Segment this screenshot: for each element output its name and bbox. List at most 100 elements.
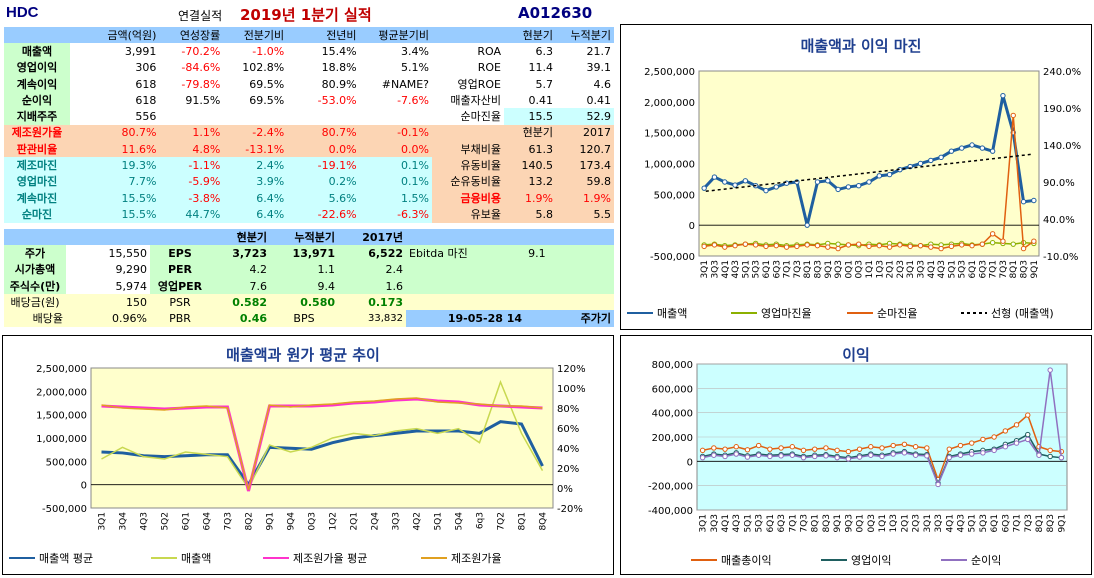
data-point <box>980 436 986 443</box>
table-row: ROE 11.4 39.1 <box>432 59 614 76</box>
data-point <box>856 446 863 452</box>
data-point <box>773 184 779 190</box>
y2-tick-label: -10.0% <box>1043 252 1078 263</box>
table-row: 주가 15,550 EPS 3,723 13,971 6,522 Ebitda 마… <box>4 245 614 262</box>
x-tick-label: 6Q1 <box>968 260 978 279</box>
table-row: 매출액 3,991 -70.2% -1.0% 15.4% 3.4% <box>4 43 432 60</box>
data-point <box>866 179 872 185</box>
data-point <box>814 242 821 249</box>
x-tick-label: 4Q3 <box>732 514 742 533</box>
data-point <box>946 454 952 461</box>
data-point <box>812 446 818 452</box>
y-tick-label: 400,000 <box>652 409 693 420</box>
data-point <box>699 447 706 454</box>
legend-label: 순마진율 <box>877 307 917 320</box>
x-tick-label: 6Q1 <box>762 260 772 279</box>
y2-tick-label: 190.0% <box>1043 104 1081 115</box>
y2-tick-label: 40% <box>557 444 579 455</box>
x-tick-label: 0Q3 <box>308 512 318 531</box>
table-row: 매출자산비 0.41 0.41 <box>432 92 614 109</box>
plot-area <box>698 70 1040 257</box>
y-tick-label: -500,000 <box>650 252 695 263</box>
x-tick-label: 8Q2 <box>245 512 255 531</box>
x-tick-label: 4Q3 <box>937 260 947 279</box>
data-point <box>1025 431 1031 438</box>
data-point <box>866 243 872 250</box>
data-point <box>789 444 796 450</box>
data-point <box>835 245 841 252</box>
chart-panel-cost: 매출액과 원가 평균 추이 2,500,000 2,000,000 1,500,000… <box>2 335 614 575</box>
plot-area <box>90 367 554 509</box>
data-point <box>767 446 773 452</box>
report-header: HDC 연결실적 2019년 1분기 실적 A012630 <box>0 0 620 26</box>
data-point <box>938 245 944 252</box>
x-tick-label: 5Q2 <box>161 512 171 531</box>
data-point <box>800 454 807 461</box>
table-row: 유보율 5.8 5.5 <box>432 206 614 223</box>
sort-button[interactable]: 주가기 <box>559 310 614 327</box>
x-tick-label: 4Q3 <box>140 512 150 531</box>
x-tick-label: 7Q3 <box>999 260 1009 279</box>
y-tick-label: 2,000,000 <box>644 98 695 109</box>
col-header <box>4 27 70 44</box>
y-tick-label: 1,500,000 <box>36 411 87 422</box>
data-point <box>969 142 975 148</box>
series-line-3 <box>705 153 1033 192</box>
ticker-name: HDC <box>6 4 39 21</box>
x-tick-label: 8Q1 <box>811 514 821 533</box>
data-point <box>701 185 707 191</box>
x-tick-label: 6Q3 <box>1001 514 1011 533</box>
y2-tick-label: 80% <box>557 404 579 415</box>
legend-label: 매출액 평균 <box>39 552 93 565</box>
x-tick-label: 6q3 <box>476 512 486 529</box>
x-tick-label: 8Q1 <box>1035 514 1045 533</box>
x-tick-label: 9Q1 <box>1057 514 1067 533</box>
col-header: 전분기비 <box>223 27 288 44</box>
data-point <box>980 450 986 456</box>
y-tick-label: -500,000 <box>42 504 87 515</box>
x-tick-label: 8Q3 <box>1020 260 1030 279</box>
y2-tick-label: 90.0% <box>1043 178 1075 189</box>
x-tick-label: 8Q1 <box>803 260 813 279</box>
x-tick-label: 3Q3 <box>917 260 927 279</box>
table-row: 영업ROE 5.7 4.6 <box>432 75 614 93</box>
valuation-table: 현분기 누적분기 2017년 주가 15,550 EPS 3,723 13,971… <box>4 229 614 327</box>
legend-label: 제조원가율 <box>451 552 502 565</box>
x-tick-label: 4Q1 <box>721 260 731 279</box>
x-tick-label: 7Q3 <box>224 512 234 531</box>
x-tick-label: 6Q3 <box>978 260 988 279</box>
table-row: 지배주주 556 <box>4 108 432 125</box>
x-tick-label: 1Q3 <box>889 514 899 533</box>
data-point <box>814 179 821 185</box>
data-point <box>812 453 818 460</box>
legend-label: 매출총이익 <box>721 554 772 567</box>
data-point <box>1013 422 1020 428</box>
x-tick-label: 4Q1 <box>721 514 731 533</box>
x-tick-label: 8Q1 <box>518 512 528 531</box>
data-point <box>989 148 996 154</box>
y-tick-label: 800,000 <box>652 360 693 371</box>
y2-tick-label: 140.0% <box>1043 141 1081 152</box>
data-point <box>711 242 718 248</box>
data-point <box>1013 440 1020 446</box>
data-point <box>876 173 883 179</box>
table-row: 순이익 618 91.5% 69.5% -53.0% -7.6% <box>4 92 432 109</box>
x-tick-label: 3Q1 <box>906 260 916 279</box>
x-tick-label: 4Q1 <box>927 260 937 279</box>
legend-label: 영업이익 <box>851 554 891 567</box>
x-tick-label: 8Q3 <box>813 260 823 279</box>
data-point <box>699 454 706 461</box>
x-tick-label: 3Q3 <box>934 514 944 533</box>
x-tick-label: 5Q1 <box>741 260 751 279</box>
data-point <box>834 447 840 454</box>
y-tick-label: 200,000 <box>652 433 693 444</box>
data-point <box>711 174 718 180</box>
legend-label: 제조원가율 평균 <box>293 552 367 565</box>
data-point <box>823 445 829 451</box>
data-point <box>907 243 913 250</box>
series-line-1 <box>101 379 544 490</box>
x-tick-label: 1Q2 <box>329 512 339 531</box>
data-point <box>1058 454 1065 461</box>
x-tick-label: 2Q3 <box>896 260 906 279</box>
x-tick-label: 2Q1 <box>350 512 360 531</box>
